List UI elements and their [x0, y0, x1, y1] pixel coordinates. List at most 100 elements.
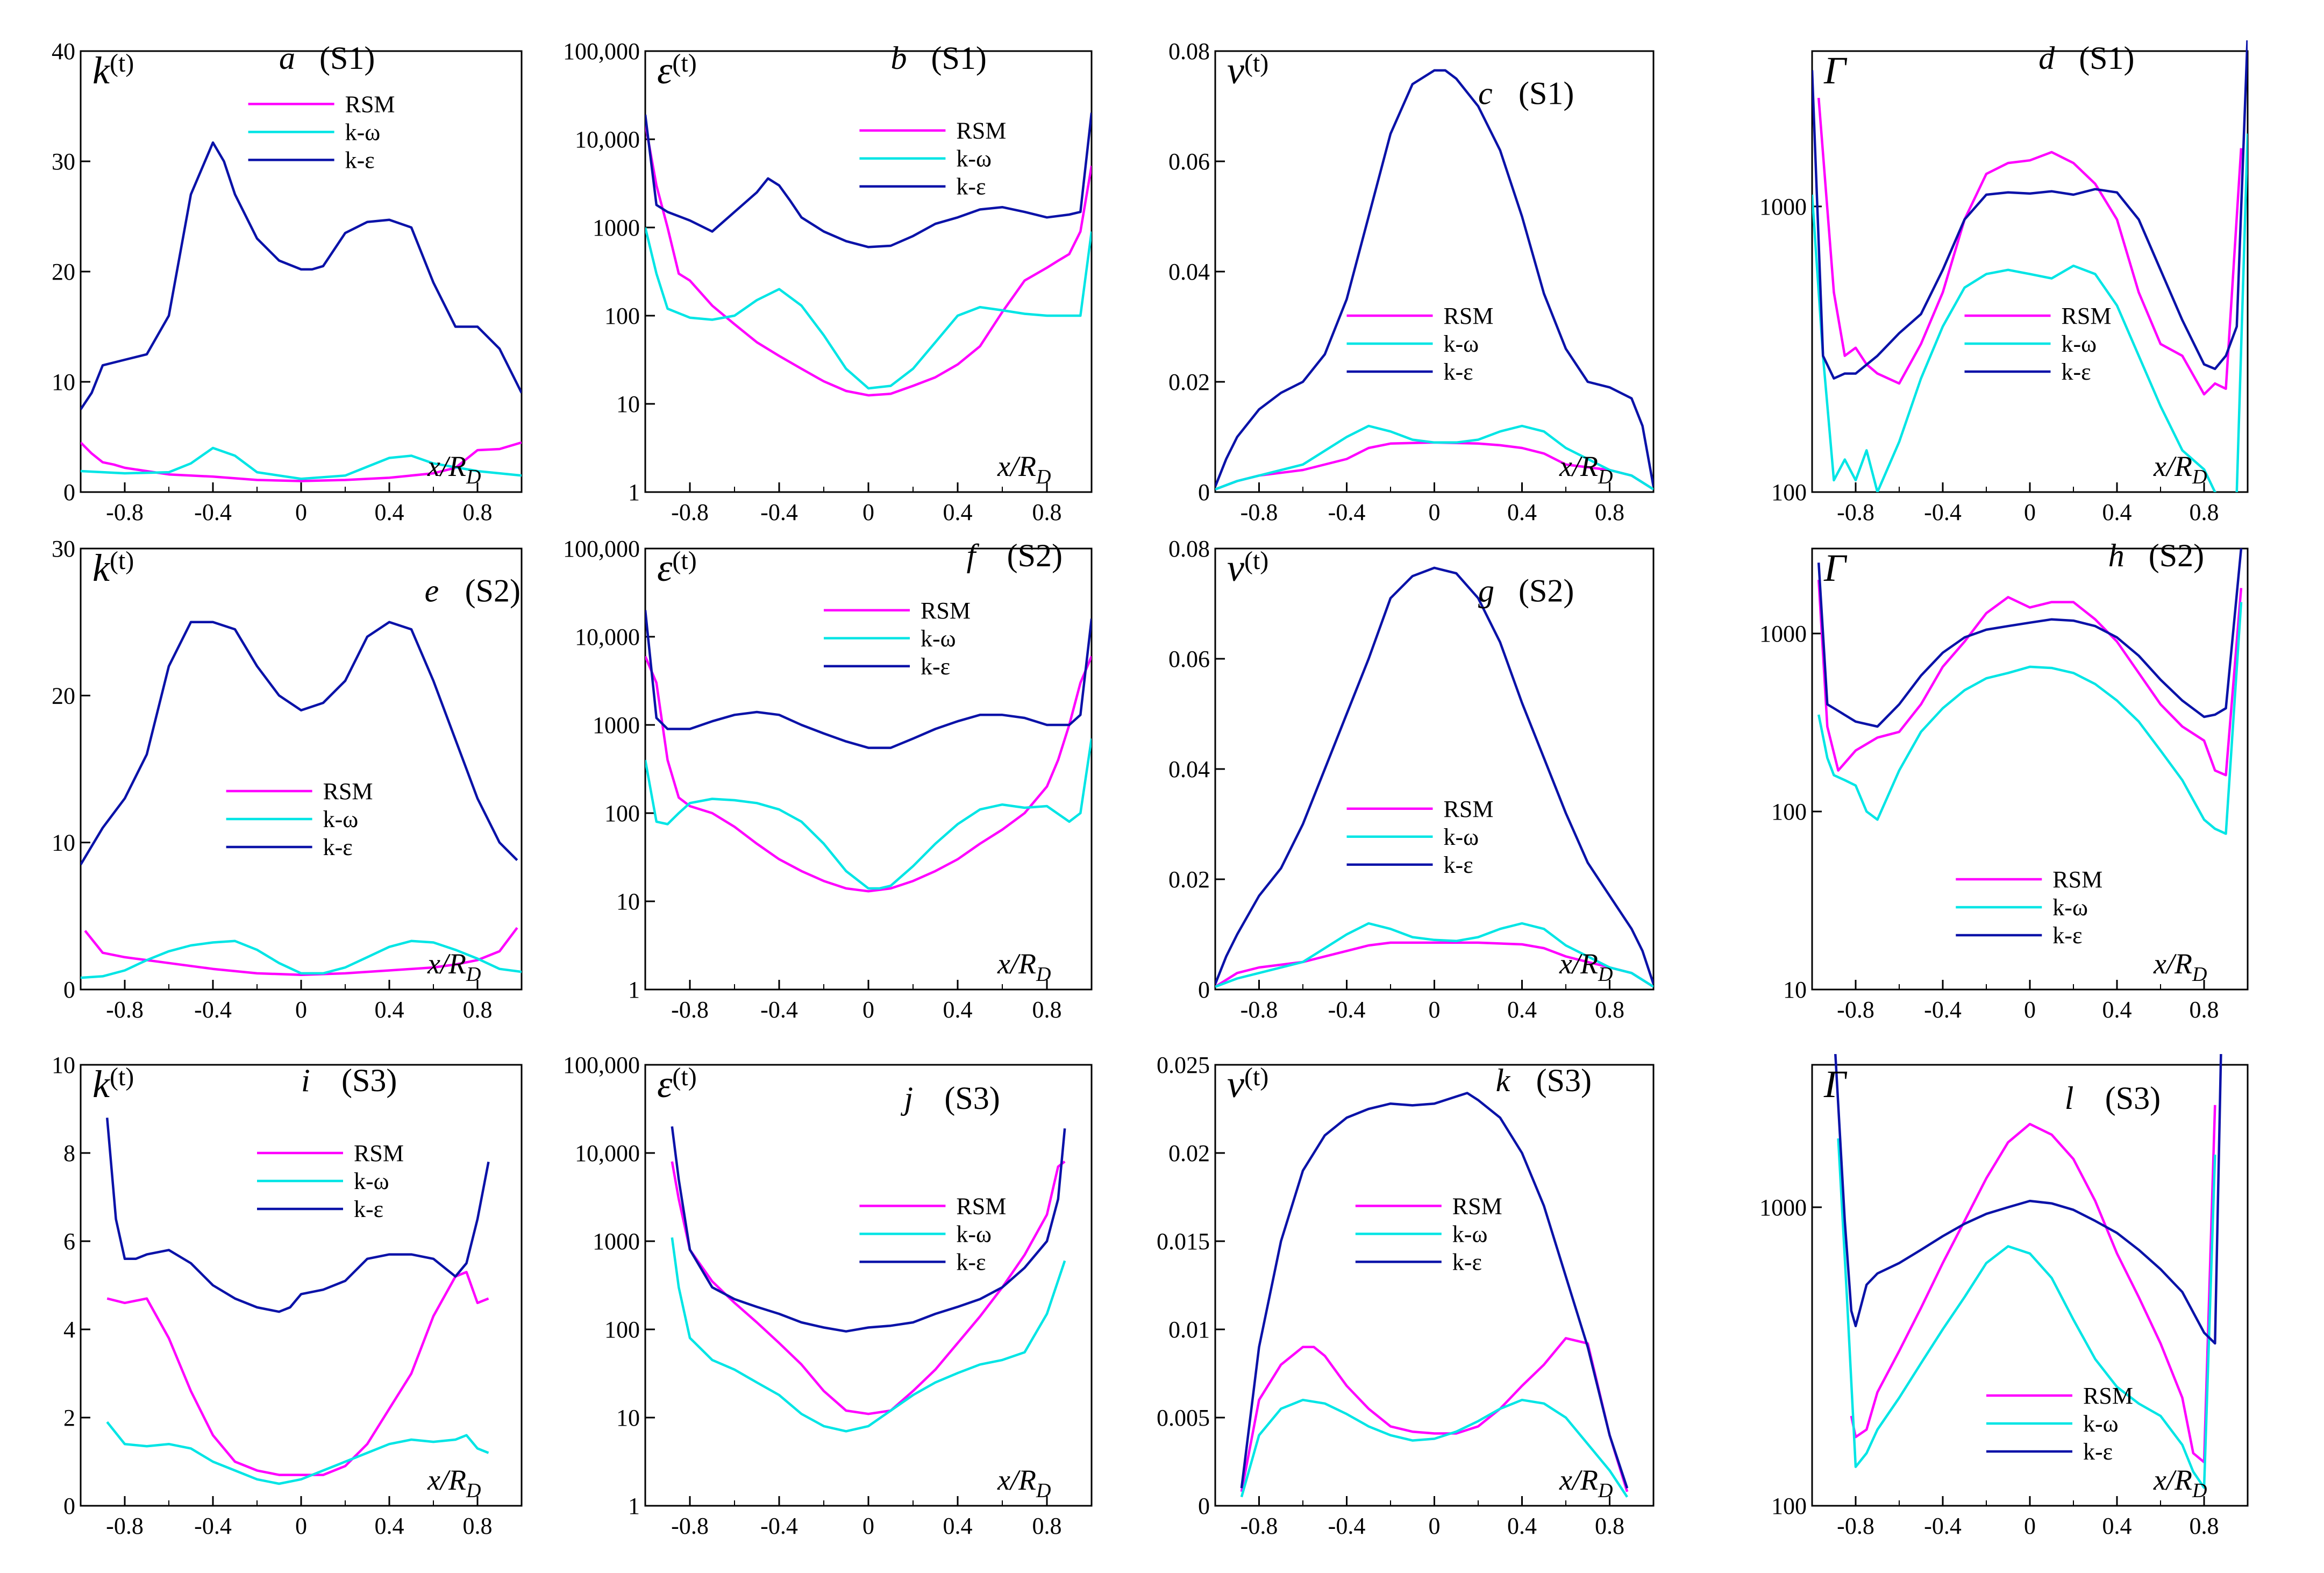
legend-label-k-ω: k-ω [956, 146, 992, 172]
y-tick-label: 0.015 [1157, 1228, 1210, 1255]
x-tick-label: 0 [862, 1513, 874, 1539]
series-line-k-ω [1817, 602, 2243, 835]
panel-letter: h [2108, 538, 2125, 573]
x-tick-label: 0 [1429, 997, 1441, 1023]
x-tick-label: 0 [2024, 499, 2036, 525]
y-tick-label: 1 [628, 977, 640, 1003]
x-tick-label: -0.8 [1837, 1513, 1874, 1539]
y-tick-label: 10 [1783, 977, 1807, 1003]
legend-label-RSM: RSM [1444, 303, 1494, 329]
series-line-k-ε [1834, 1054, 2222, 1345]
panel-case: (S3) [2105, 1080, 2161, 1116]
x-tick-label: -0.8 [1241, 997, 1278, 1023]
x-axis-label: x/RD [427, 450, 481, 488]
legend-label-k-ε: k-ε [354, 1196, 383, 1222]
y-tick-label: 100 [604, 303, 640, 329]
x-tick-label: 0.4 [2102, 997, 2132, 1023]
y-tick-label: 30 [52, 148, 75, 175]
y-tick-label: 0 [1198, 977, 1210, 1003]
series-line-k-ε [81, 141, 522, 410]
legend-label-k-ε: k-ε [956, 1249, 986, 1275]
series-group [1817, 548, 2243, 835]
y-tick-label: 0.08 [1168, 38, 1210, 65]
legend-label-k-ε: k-ε [1444, 359, 1473, 385]
series-group [81, 141, 522, 482]
legend-label-RSM: RSM [2062, 303, 2112, 329]
series-line-RSM [645, 123, 1092, 397]
series-line-k-ω [671, 1237, 1066, 1433]
x-tick-label: 0.8 [2190, 499, 2219, 525]
x-tick-label: -0.4 [1328, 499, 1366, 525]
series-line-k-ω [81, 939, 522, 979]
x-tick-label: -0.8 [1837, 499, 1874, 525]
series-line-RSM [1817, 97, 2243, 396]
legend-label-k-ω: k-ω [1452, 1221, 1488, 1247]
panel-case: (S1) [319, 40, 375, 76]
panel-case: (S2) [465, 573, 521, 608]
series-group [105, 1118, 490, 1485]
y-tick-label: 10,000 [575, 126, 640, 153]
y-axis-label: ε(t) [657, 49, 697, 92]
y-tick-label: 1000 [1759, 194, 1807, 220]
panel-case: (S1) [931, 40, 987, 76]
series-line-k-ε [1240, 1092, 1629, 1489]
y-tick-label: 100 [604, 800, 640, 827]
y-axis-label: ε(t) [657, 1063, 697, 1106]
y-tick-label: 20 [52, 682, 75, 709]
series-line-k-ω [645, 738, 1092, 890]
x-tick-label: 0.8 [1595, 499, 1624, 525]
y-tick-label: 0.06 [1168, 646, 1210, 672]
y-tick-label: 1000 [593, 1228, 640, 1255]
series-group [1834, 1054, 2222, 1489]
legend-label-RSM: RSM [2083, 1383, 2133, 1409]
series-line-k-ε [1215, 566, 1653, 985]
x-tick-label: -0.8 [1241, 1513, 1278, 1539]
x-tick-label: 0.4 [375, 499, 404, 525]
x-tick-label: 0.4 [943, 997, 973, 1023]
series-line-k-ε [645, 610, 1092, 749]
plot-frame [80, 547, 523, 991]
legend-label-k-ε: k-ε [1444, 852, 1473, 878]
x-tick-label: 0.4 [1507, 997, 1537, 1023]
series-group [671, 1126, 1066, 1433]
panel-b: -0.8 -0.4 0 0.4 0.8 1 10 100 1000 10,000 100,000 ε(… [563, 38, 1093, 525]
y-tick-label: 10 [52, 1052, 75, 1078]
y-tick-label: 10,000 [575, 624, 640, 650]
y-tick-label: 100,000 [563, 1052, 640, 1078]
y-tick-label: 1000 [593, 712, 640, 738]
y-tick-label: 0.02 [1168, 1140, 1210, 1166]
plot-frame [1811, 547, 2249, 991]
x-axis-label: x/RD [2153, 948, 2207, 986]
x-tick-label: -0.4 [1924, 997, 1962, 1023]
x-tick-label: 0 [2024, 1513, 2036, 1539]
y-tick-label: 4 [63, 1316, 75, 1343]
y-tick-label: 1000 [593, 215, 640, 241]
panel-letter: k [1496, 1063, 1511, 1098]
legend-label-RSM: RSM [354, 1140, 404, 1166]
panel-letter: g [1478, 573, 1494, 608]
series-line-RSM [1817, 580, 2243, 777]
y-tick-label: 2 [63, 1405, 75, 1431]
y-axis-label: ν(t) [1227, 49, 1268, 92]
x-tick-label: 0.8 [2190, 1513, 2219, 1539]
panel-j: -0.8 -0.4 0 0.4 0.8 1 10 100 1000 10,000 100,000 ε(… [563, 1052, 1093, 1539]
y-tick-label: 0.02 [1168, 369, 1210, 395]
panel-k: -0.8 -0.4 0 0.4 0.8 0 0.005 0.01 0.015 0.02 0.025 ν… [1157, 1052, 1655, 1539]
panel-letter: j [900, 1080, 913, 1116]
x-axis-label: x/RD [427, 1464, 481, 1502]
x-tick-label: -0.8 [671, 1513, 709, 1539]
panel-h: -0.8 -0.4 0 0.4 0.8 10 100 1000 Γ h (S2) x/RD RSMk-ω… [1759, 538, 2249, 1023]
x-tick-label: 0.4 [1507, 499, 1537, 525]
y-tick-label: 0.005 [1157, 1405, 1210, 1431]
legend-label-k-ω: k-ω [2052, 894, 2088, 921]
x-tick-label: -0.4 [194, 1513, 232, 1539]
y-axis-label: Γ [1823, 49, 1848, 92]
y-tick-label: 8 [63, 1140, 75, 1166]
x-tick-label: 0.8 [463, 1513, 493, 1539]
